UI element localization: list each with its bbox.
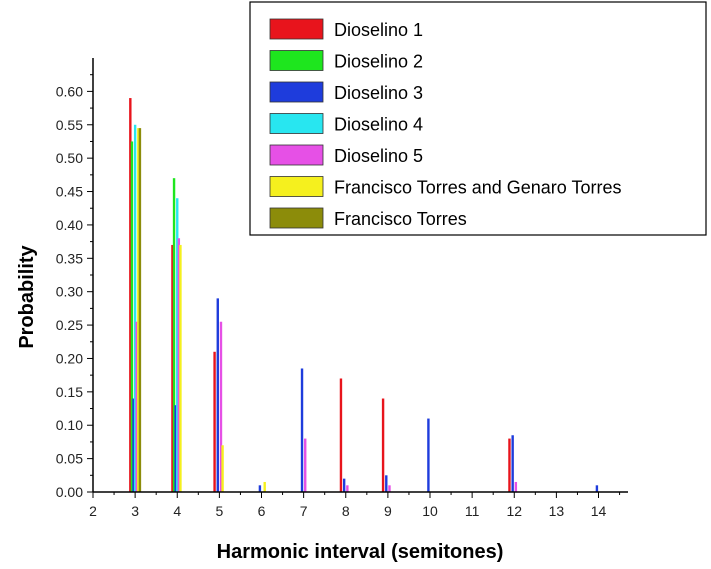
x-tick-label: 5 [215,503,223,519]
bar [381,398,385,492]
axes [92,58,628,493]
x-tick-label: 13 [549,503,565,519]
y-tick-label: 0.05 [56,451,83,467]
y-tick-label: 0.35 [56,250,83,266]
legend-label: Dioselino 1 [334,20,423,40]
y-tick-label: 0.45 [56,184,83,200]
x-tick-label: 6 [258,503,266,519]
bar [132,398,135,492]
y-tick-label: 0.30 [56,284,83,300]
x-tick-label: 4 [173,503,181,519]
x-tick-label: 8 [342,503,350,519]
bar [135,321,138,492]
bar [219,321,223,492]
y-tick-label: 0.60 [56,83,83,99]
x-tick-label: 7 [300,503,308,519]
legend-swatch [269,81,324,103]
bar [133,124,137,493]
legend-label: Francisco Torres and Genaro Torres [334,178,621,198]
bar [177,238,181,492]
bar [304,438,307,492]
bar [346,485,349,492]
bar [221,445,224,492]
y-tick-label: 0.50 [56,150,83,166]
x-axis-ticks: 2 3 4 5 6 7 8 9 10 11 12 13 14 [89,492,621,519]
legend: Dioselino 1 Dioselino 2 Dioselino 3 Dioseli… [249,1,707,236]
y-tick-label: 0.10 [56,417,83,433]
y-tick-label: 0.25 [56,317,83,333]
legend-box [249,1,707,236]
bar [216,298,219,492]
legend-swatch [269,176,324,197]
bar [427,418,430,492]
y-tick-label: 0.20 [56,350,83,366]
x-axis-title: Harmonic interval (semitones) [217,541,504,563]
bar [213,351,216,492]
legend-swatch [269,50,324,71]
legend-label: Francisco Torres [334,209,467,229]
x-tick-label: 14 [591,503,607,519]
y-tick-label: 0.15 [56,384,83,400]
legend-label: Dioselino 4 [334,115,423,135]
bar [514,481,518,492]
legend-label: Dioselino 2 [334,52,423,72]
y-axis-title: Probability [16,244,38,348]
bar [339,378,343,492]
y-tick-label: 0.40 [56,217,83,233]
x-tick-label: 11 [465,503,480,519]
x-tick-label: 9 [384,503,392,519]
bar [176,198,179,492]
bar [172,178,176,492]
bar [138,128,142,493]
bar [137,128,140,493]
bar [508,438,511,492]
legend-label: Dioselino 3 [334,83,423,103]
bar [130,141,134,492]
legend-swatch [269,113,324,134]
bar [129,98,132,492]
x-tick-label: 12 [506,503,522,519]
legend-swatch [269,207,324,229]
bar [342,478,346,492]
bar [263,481,266,492]
bar [258,485,262,492]
x-tick-label: 3 [131,503,139,519]
legend-swatch [269,144,324,166]
y-axis-ticks: 0.00 0.05 0.10 0.15 0.20 0.25 0.30 0.35 0.40 0.45… [56,74,93,500]
legend-swatch [269,18,324,40]
bars [129,98,599,493]
bar [171,244,174,492]
legend-label: Dioselino 5 [334,146,423,166]
bar [511,435,514,492]
x-tick-label: 10 [422,503,438,519]
bar [300,368,304,492]
x-tick-label: 2 [89,503,97,519]
y-tick-label: 0.00 [56,484,83,500]
bar [388,485,391,492]
bar [385,475,388,492]
y-tick-label: 0.55 [56,117,83,133]
bar [179,244,182,492]
bar [595,485,599,492]
bar [174,405,177,492]
